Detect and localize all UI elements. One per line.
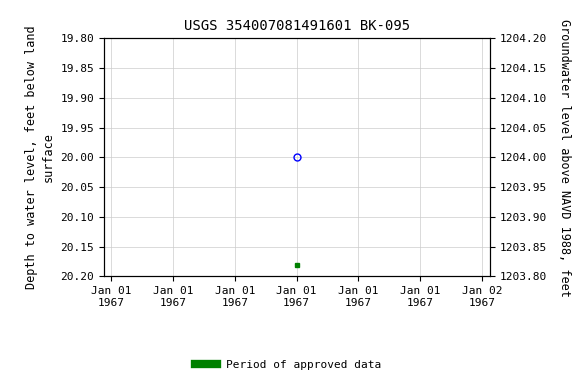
Title: USGS 354007081491601 BK-095: USGS 354007081491601 BK-095 [184,19,410,33]
Y-axis label: Depth to water level, feet below land
surface: Depth to water level, feet below land su… [25,26,55,289]
Y-axis label: Groundwater level above NAVD 1988, feet: Groundwater level above NAVD 1988, feet [558,18,571,296]
Legend: Period of approved data: Period of approved data [191,356,385,375]
